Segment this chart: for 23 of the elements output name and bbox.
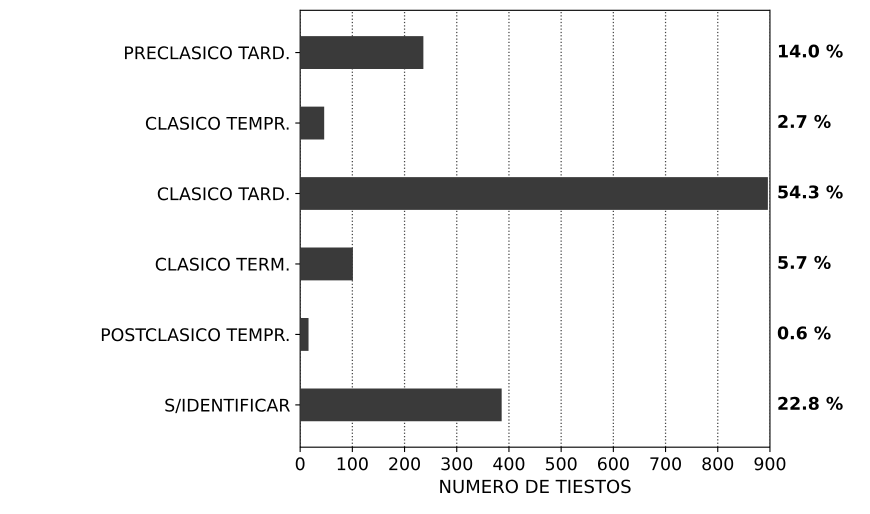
- text: 54.3 %: [778, 185, 843, 199]
- text: 2.7 %: [778, 114, 831, 128]
- x-tick-label: 200: [389, 457, 420, 470]
- y-tick-label: CLASICO TARD.: [158, 187, 289, 200]
- x-tick-label: 900: [754, 457, 786, 470]
- x-tick-label: 100: [338, 457, 368, 470]
- text: 22.8 %: [778, 396, 843, 410]
- x-tick-label: 600: [598, 457, 629, 470]
- x-tick-label: 400: [493, 457, 524, 470]
- x-tick-label: 300: [442, 457, 472, 470]
- y-tick-label: CLASICO TEMPR.: [146, 116, 289, 130]
- y-tick-label: PRECLASICO TARD.: [125, 46, 289, 60]
- x-tick-label: 0: [296, 457, 305, 470]
- text: 5.7 %: [778, 256, 831, 269]
- x-axis-title: NUMERO DE TIESTOS: [440, 480, 631, 494]
- y-tick-label: POSTCLASICO TEMPR.: [102, 328, 289, 342]
- x-tick-label: 500: [546, 457, 577, 470]
- x-tick-label: 800: [702, 457, 734, 470]
- y-tick-label: S/IDENTIFICAR: [165, 398, 290, 414]
- text: 14.0 %: [778, 44, 843, 58]
- y-tick-label: CLASICO TERM.: [156, 258, 289, 271]
- text: 0.6 %: [778, 326, 831, 340]
- x-tick-label: 700: [650, 457, 681, 470]
